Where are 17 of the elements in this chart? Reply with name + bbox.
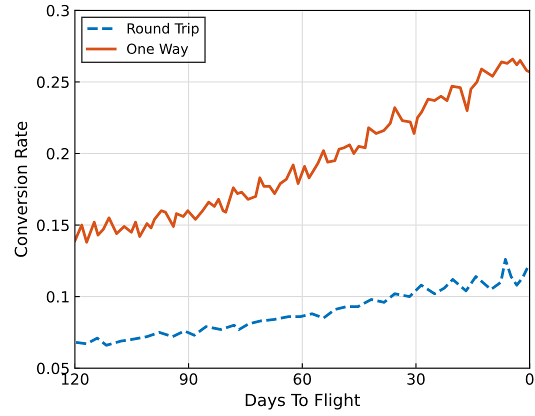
legend-label: Round Trip xyxy=(128,22,199,36)
x-tick-label: 60 xyxy=(294,373,311,385)
y-tick-label: 0.2 xyxy=(46,148,69,160)
y-tick-label: 0.15 xyxy=(37,220,69,232)
legend-label: One Way xyxy=(127,44,188,57)
x-axis-title: Days To Flight xyxy=(246,393,360,410)
y-tick-label: 0.3 xyxy=(46,4,69,16)
y-tick-label: 0.1 xyxy=(46,291,69,303)
x-tick-label: 90 xyxy=(180,373,198,385)
x-tick-label: 0 xyxy=(526,373,534,385)
y-axis-title: Conversion Rate xyxy=(14,122,28,257)
x-tick-label: 30 xyxy=(407,373,425,385)
y-tick-label: 0.05 xyxy=(37,362,69,374)
line-series xyxy=(74,58,530,244)
y-tick-label: 0.25 xyxy=(37,76,69,88)
x-tick-label: 120 xyxy=(62,373,88,385)
line-series xyxy=(74,258,529,347)
